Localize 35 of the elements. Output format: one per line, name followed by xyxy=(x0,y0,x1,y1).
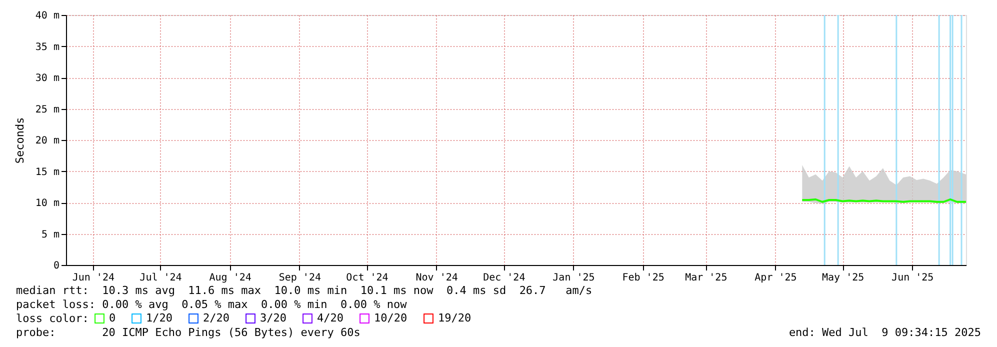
text: packet loss: 0.00 % avg 0.05 % max 0.00 % min 0.00 % now xyxy=(16,298,408,311)
legend-label: 1/20 xyxy=(146,312,172,325)
y-tick-label: 40 m xyxy=(35,10,60,22)
text: median rtt: 10.3 ms avg 11.6 ms max 10.0 ms min 10.1 ms now 0.4 ms sd 26.7 am/s xyxy=(16,284,592,297)
x-tick-label: Apr '25 xyxy=(754,272,797,284)
x-tick-label: Feb '25 xyxy=(622,272,664,284)
legend-label: 2/20 xyxy=(203,312,230,325)
x-tick-label: Jan '25 xyxy=(552,272,595,284)
x-tick-label: Mar '25 xyxy=(685,272,728,284)
x-tick-label: Jun '25 xyxy=(892,272,934,284)
x-tick-label: Jun '24 xyxy=(72,272,115,284)
legend-label: 19/20 xyxy=(438,312,472,325)
y-tick-label: 25 m xyxy=(35,104,60,116)
y-tick-label: 5 m xyxy=(41,229,60,240)
x-tick-label: Jul '24 xyxy=(140,272,182,284)
y-tick-label: 30 m xyxy=(35,73,60,84)
x-tick-label: Nov '24 xyxy=(416,272,458,284)
legend-title: loss color: xyxy=(16,312,89,325)
x-tick-label: Sep '24 xyxy=(278,272,321,284)
x-tick-label: Dec '24 xyxy=(483,272,526,284)
y-tick-label: 20 m xyxy=(35,136,60,146)
legend-label: 0 xyxy=(109,312,116,325)
y-axis-title: Seconds xyxy=(13,117,26,164)
text: end: Wed Jul 9 09:34:15 2025 xyxy=(788,326,981,339)
y-tick-label: 10 m xyxy=(35,198,60,209)
x-tick-label: Oct '24 xyxy=(346,272,388,284)
x-tick-label: Aug '24 xyxy=(209,272,252,284)
y-tick-label: 35 m xyxy=(35,42,60,53)
x-tick-label: May '25 xyxy=(822,272,864,284)
y-tick-label: 15 m xyxy=(35,166,60,178)
legend-label: 3/20 xyxy=(260,312,286,325)
legend-label: 10/20 xyxy=(374,312,408,325)
text: probe: 20 ICMP Echo Pings (56 Bytes) every 60s xyxy=(16,326,360,339)
legend-label: 4/20 xyxy=(317,312,344,325)
y-tick-label: 0 xyxy=(53,260,60,272)
